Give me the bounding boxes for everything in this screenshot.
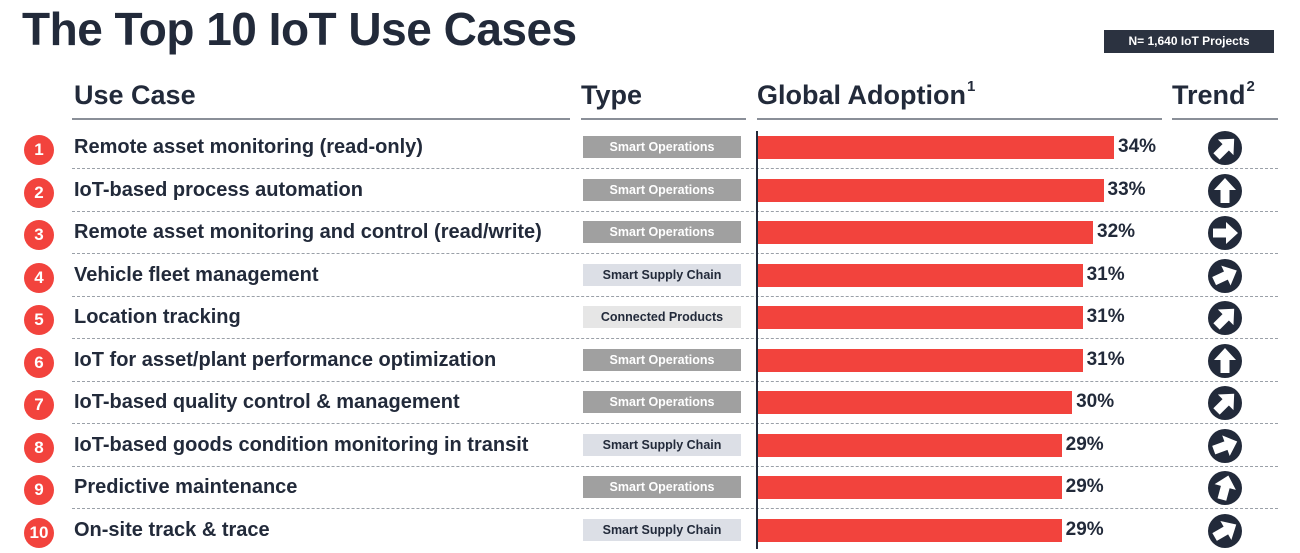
use-case-label: On-site track & trace bbox=[74, 518, 270, 541]
header-type-label: Type bbox=[581, 80, 643, 110]
header-underline-trend bbox=[1172, 118, 1278, 120]
table-row: 4 Vehicle fleet management Smart Supply Ch… bbox=[0, 256, 1300, 298]
adoption-value-label: 29% bbox=[1065, 518, 1104, 540]
rank-badge: 3 bbox=[24, 220, 54, 250]
type-tag: Smart Supply Chain bbox=[583, 518, 741, 541]
trend-arrow-icon bbox=[1208, 513, 1242, 548]
header-underline-type bbox=[581, 118, 746, 120]
use-case-label: Vehicle fleet management bbox=[74, 263, 319, 286]
type-tag: Smart Operations bbox=[583, 178, 741, 201]
adoption-bar bbox=[758, 348, 1083, 372]
adoption-bar bbox=[758, 263, 1083, 287]
row-separator bbox=[72, 253, 1278, 254]
use-case-label: IoT for asset/plant performance optimiza… bbox=[74, 348, 497, 371]
trend-arrow-icon bbox=[1208, 173, 1242, 208]
adoption-bar bbox=[758, 306, 1083, 329]
header-type: Type bbox=[581, 80, 642, 111]
adoption-value-label: 31% bbox=[1086, 348, 1125, 370]
type-tag: Smart Operations bbox=[583, 391, 741, 413]
row-separator bbox=[72, 168, 1278, 169]
table-row: 5 Location tracking Connected Products 31% bbox=[0, 298, 1300, 340]
adoption-value-label: 32% bbox=[1097, 221, 1136, 242]
rank-badge: 7 bbox=[24, 390, 54, 420]
rank-badge: 4 bbox=[24, 262, 54, 293]
table-row: 8 IoT-based goods condition monitoring in… bbox=[0, 426, 1300, 468]
adoption-value-label: 31% bbox=[1086, 263, 1125, 285]
adoption-bar bbox=[758, 221, 1094, 244]
type-tag: Smart Supply Chain bbox=[583, 263, 741, 286]
header-use-case-label: Use Case bbox=[74, 80, 196, 110]
header-global-adoption: Global Adoption1 bbox=[757, 78, 976, 111]
rank-badge: 6 bbox=[24, 347, 54, 378]
adoption-bar bbox=[758, 433, 1062, 457]
use-case-label: Predictive maintenance bbox=[74, 476, 298, 498]
rank-badge: 9 bbox=[24, 475, 54, 505]
trend-arrow-icon bbox=[1208, 428, 1242, 463]
row-separator bbox=[72, 210, 1278, 212]
rank-badge: 5 bbox=[24, 305, 54, 335]
row-separator bbox=[72, 338, 1278, 339]
trend-arrow-icon bbox=[1208, 471, 1242, 505]
trend-arrow-icon bbox=[1208, 386, 1242, 420]
table-row: 10 On-site track & trace Smart Supply Chai… bbox=[0, 511, 1300, 553]
row-separator bbox=[72, 423, 1278, 424]
trend-arrow-icon bbox=[1208, 216, 1242, 250]
use-case-label: IoT-based process automation bbox=[74, 178, 363, 201]
adoption-value-label: 29% bbox=[1065, 433, 1104, 455]
rank-badge: 10 bbox=[24, 517, 54, 548]
adoption-value-label: 31% bbox=[1086, 306, 1125, 327]
adoption-bar bbox=[758, 178, 1104, 202]
header-trend-footnote: 2 bbox=[1246, 78, 1255, 95]
row-separator bbox=[72, 508, 1278, 509]
row-separator bbox=[72, 465, 1278, 467]
header-underline-use-case bbox=[72, 118, 570, 120]
adoption-bar bbox=[758, 136, 1114, 159]
table-row: 9 Predictive maintenance Smart Operations 2… bbox=[0, 468, 1300, 510]
table-row: 1 Remote asset monitoring (read-only) Smar… bbox=[0, 128, 1300, 170]
bar-axis-line bbox=[756, 131, 758, 549]
rank-badge: 2 bbox=[24, 177, 54, 208]
trend-arrow-icon bbox=[1208, 343, 1242, 378]
trend-arrow-icon bbox=[1208, 258, 1242, 293]
adoption-value-label: 30% bbox=[1076, 391, 1115, 412]
trend-arrow-icon bbox=[1208, 131, 1242, 165]
use-case-label: IoT-based goods condition monitoring in … bbox=[74, 433, 529, 456]
rank-badge: 8 bbox=[24, 432, 54, 463]
type-tag: Smart Operations bbox=[583, 476, 741, 498]
rank-badge: 1 bbox=[24, 135, 54, 165]
table-row: 7 IoT-based quality control & management S… bbox=[0, 383, 1300, 425]
type-tag: Smart Supply Chain bbox=[583, 433, 741, 456]
header-trend-label: Trend bbox=[1172, 80, 1246, 110]
trend-arrow-icon bbox=[1208, 301, 1242, 335]
header-trend: Trend2 bbox=[1172, 78, 1255, 111]
use-case-label: Remote asset monitoring and control (rea… bbox=[74, 221, 542, 243]
adoption-bar bbox=[758, 518, 1062, 542]
row-separator bbox=[72, 295, 1278, 297]
type-tag: Connected Products bbox=[583, 306, 741, 328]
header-underline-adoption bbox=[757, 118, 1162, 120]
row-separator bbox=[72, 380, 1278, 382]
table-row: 3 Remote asset monitoring and control (re… bbox=[0, 213, 1300, 255]
adoption-value-label: 34% bbox=[1118, 136, 1157, 157]
adoption-bar bbox=[758, 476, 1062, 499]
adoption-value-label: 33% bbox=[1107, 178, 1146, 200]
header-use-case: Use Case bbox=[74, 80, 196, 111]
adoption-bar bbox=[758, 391, 1073, 414]
table-row: 2 IoT-based process automation Smart Opera… bbox=[0, 171, 1300, 213]
table-row: 6 IoT for asset/plant performance optimiz… bbox=[0, 341, 1300, 383]
use-case-label: Remote asset monitoring (read-only) bbox=[74, 136, 423, 158]
header-adoption-footnote: 1 bbox=[966, 78, 976, 95]
adoption-value-label: 29% bbox=[1065, 476, 1104, 497]
sample-size-badge: N= 1,640 IoT Projects bbox=[1104, 30, 1274, 53]
type-tag: Smart Operations bbox=[583, 136, 741, 158]
use-case-label: IoT-based quality control & management bbox=[74, 391, 460, 413]
type-tag: Smart Operations bbox=[583, 348, 741, 371]
page-title: The Top 10 IoT Use Cases bbox=[22, 3, 577, 55]
header-adoption-label: Global Adoption bbox=[757, 80, 966, 110]
use-case-label: Location tracking bbox=[74, 306, 241, 328]
type-tag: Smart Operations bbox=[583, 221, 741, 243]
